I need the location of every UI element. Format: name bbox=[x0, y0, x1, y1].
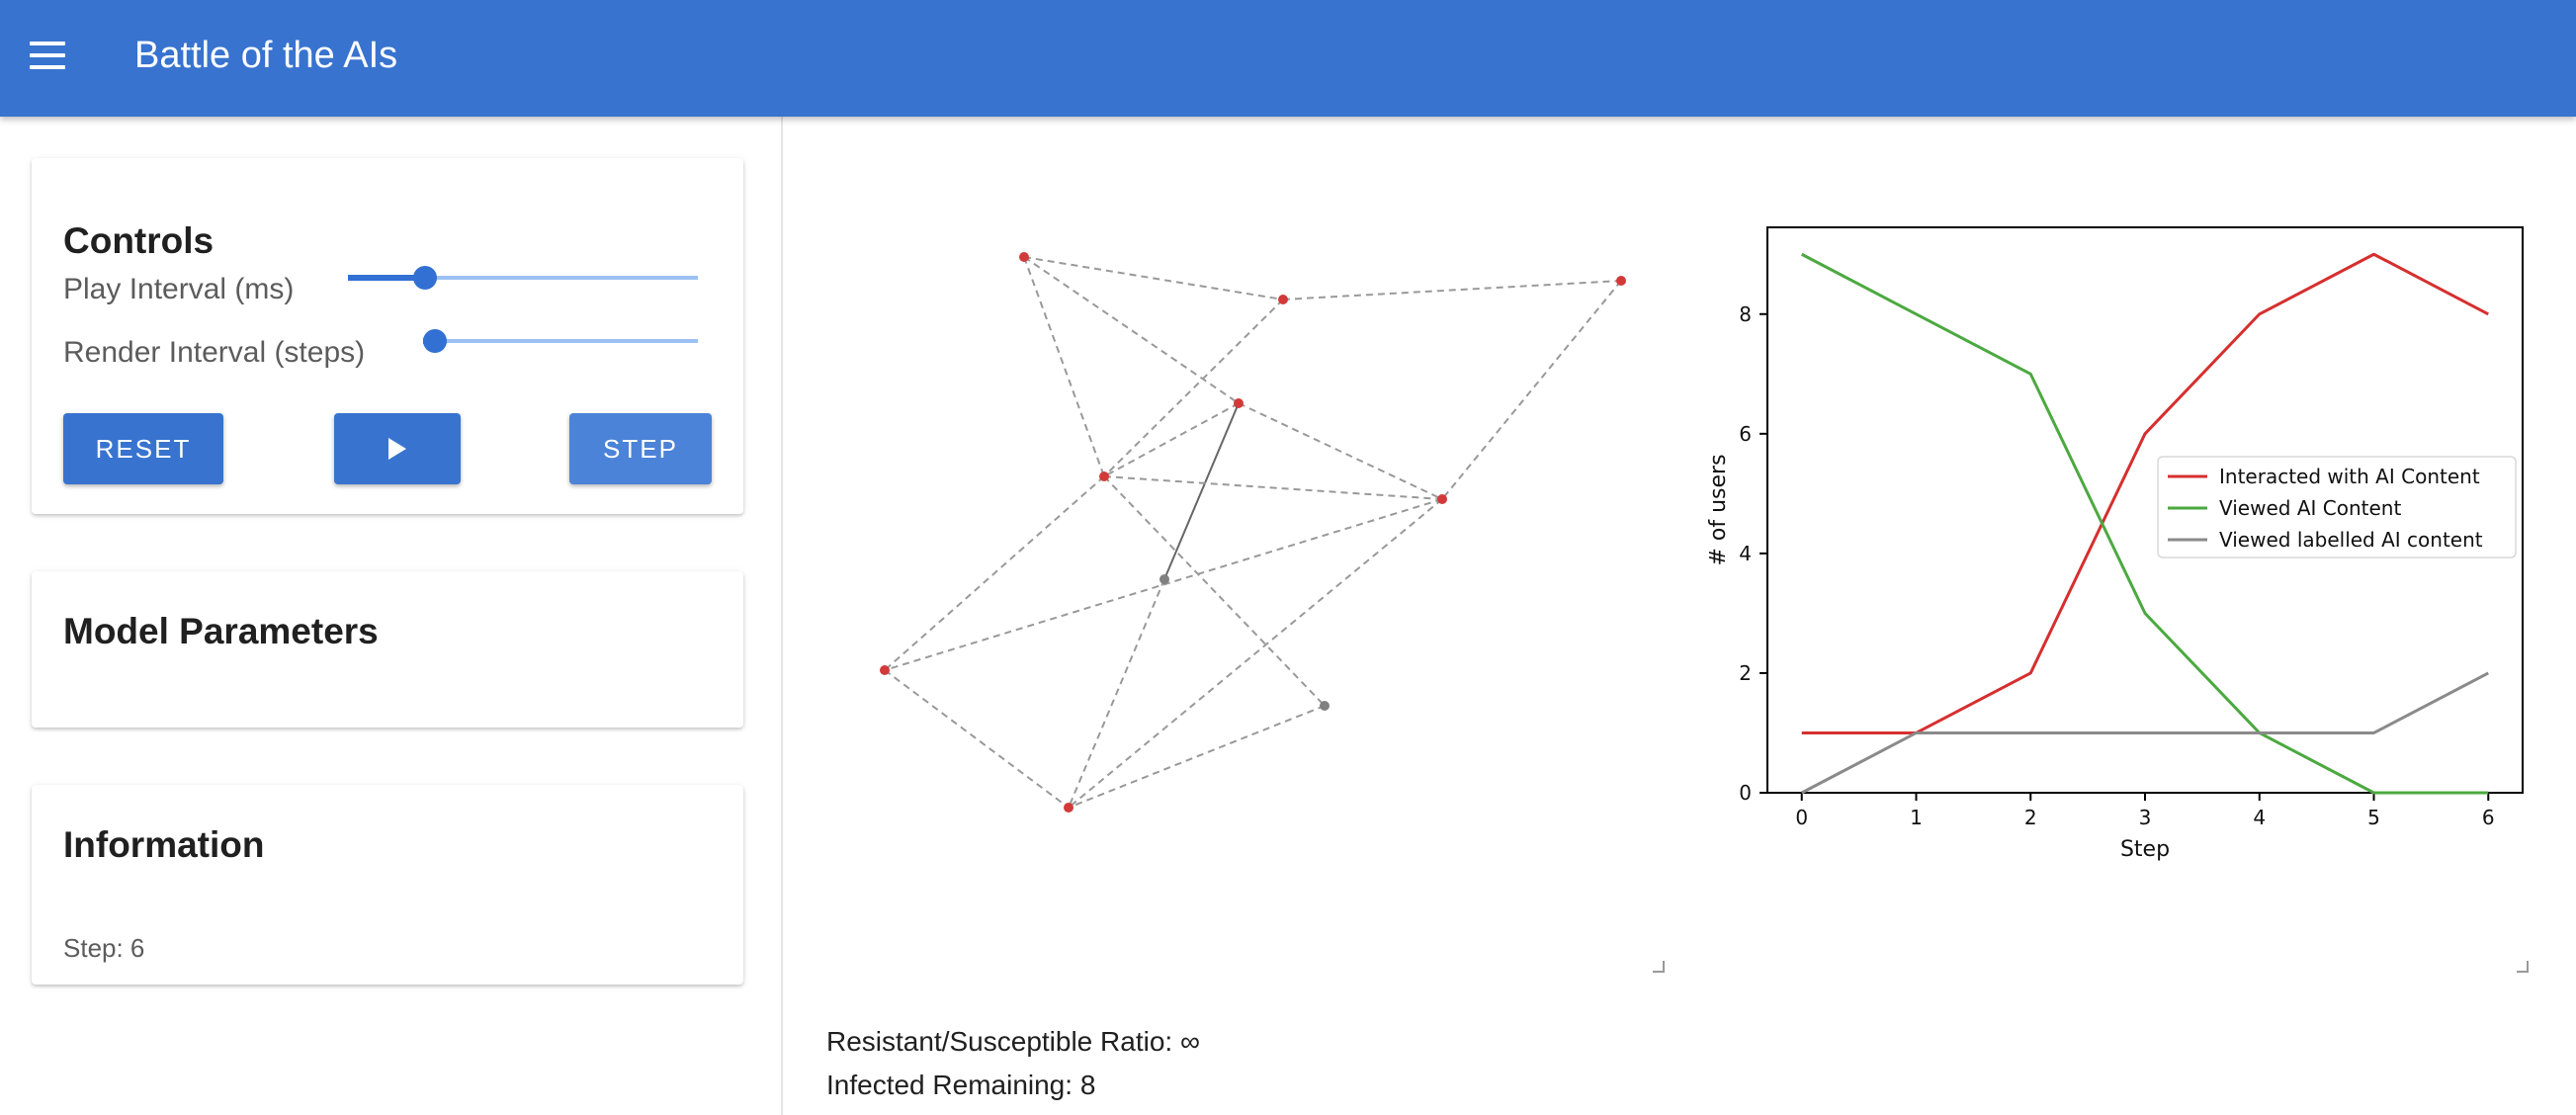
x-axis-ticks: 0 1 2 3 4 5 6 bbox=[1795, 793, 2495, 829]
graph-resize-handle[interactable] bbox=[1653, 961, 1665, 973]
resistant-susceptible-ratio: Resistant/Susceptible Ratio: ∞ bbox=[826, 1026, 1200, 1057]
network-edge bbox=[1441, 280, 1622, 500]
play-interval-label: Play Interval (ms) bbox=[63, 273, 295, 305]
controls-card: Controls Play Interval (ms) Render Inter… bbox=[32, 158, 743, 514]
play-interval-track bbox=[348, 276, 698, 280]
infected-node bbox=[1099, 472, 1109, 481]
chart-legend: Interacted with AI Content Viewed AI Cont… bbox=[2157, 456, 2517, 558]
step-button[interactable]: STEP bbox=[569, 413, 712, 484]
information-card: Information Step: 6 bbox=[32, 785, 743, 985]
sidebar: Controls Play Interval (ms) Render Inter… bbox=[0, 117, 783, 1115]
play-interval-slider[interactable] bbox=[348, 263, 698, 293]
series-line bbox=[1801, 252, 2489, 795]
line-chart: 0 2 4 6 8 0 1 2 3 4 5 6 Step # of users Interacted… bbox=[1706, 226, 2524, 862]
play-icon bbox=[388, 438, 406, 460]
information-title: Information bbox=[63, 824, 265, 865]
legend-entry: Interacted with AI Content bbox=[2219, 465, 2480, 488]
x-tick-label: 6 bbox=[2482, 806, 2495, 829]
network-edge bbox=[1023, 256, 1284, 300]
chart-series bbox=[1801, 252, 2489, 795]
y-tick-label: 0 bbox=[1739, 781, 1752, 805]
play-interval-thumb[interactable] bbox=[413, 266, 437, 290]
x-tick-label: 4 bbox=[2253, 806, 2266, 829]
network-edge bbox=[1103, 299, 1284, 477]
controls-title: Controls bbox=[63, 220, 215, 261]
x-tick-label: 3 bbox=[2139, 806, 2152, 829]
infected-node bbox=[880, 665, 890, 675]
y-tick-label: 8 bbox=[1739, 302, 1752, 326]
app-title: Battle of the AIs bbox=[134, 35, 398, 76]
network-edge bbox=[1068, 578, 1165, 809]
chart-resize-handle[interactable] bbox=[2517, 961, 2529, 973]
x-axis-label: Step bbox=[2120, 837, 2170, 862]
app-bar: Battle of the AIs bbox=[0, 0, 2576, 117]
network-edge bbox=[1238, 402, 1443, 500]
network-nodes bbox=[880, 252, 1626, 813]
legend-box bbox=[2157, 456, 2517, 558]
network-edge bbox=[1023, 256, 1240, 404]
network-edge bbox=[1068, 498, 1443, 809]
network-edge bbox=[1282, 280, 1622, 300]
render-interval-label: Render Interval (steps) bbox=[63, 336, 366, 369]
network-edges bbox=[884, 256, 1622, 809]
infected-node bbox=[1064, 803, 1073, 813]
menu-icon[interactable] bbox=[28, 40, 67, 71]
render-interval-slider[interactable] bbox=[423, 326, 698, 356]
legend-entry: Viewed labelled AI content bbox=[2219, 528, 2483, 552]
infected-node bbox=[1278, 295, 1288, 304]
network-edge bbox=[1068, 705, 1326, 809]
play-button[interactable] bbox=[334, 413, 461, 484]
network-graph bbox=[880, 252, 1626, 813]
network-edge bbox=[884, 475, 1105, 671]
y-tick-label: 4 bbox=[1739, 542, 1752, 565]
x-tick-label: 0 bbox=[1795, 806, 1808, 829]
network-edge bbox=[1103, 402, 1240, 477]
network-edge bbox=[1163, 402, 1240, 580]
network-edge bbox=[884, 498, 1443, 671]
infected-node bbox=[1234, 398, 1244, 408]
network-edge bbox=[1023, 256, 1105, 477]
x-tick-label: 1 bbox=[1910, 806, 1923, 829]
y-axis-ticks: 0 2 4 6 8 bbox=[1739, 302, 1767, 805]
node bbox=[1159, 574, 1169, 584]
render-interval-track bbox=[423, 339, 698, 343]
infected-remaining: Infected Remaining: 8 bbox=[826, 1070, 1096, 1100]
reset-button[interactable]: RESET bbox=[63, 413, 223, 484]
network-edge bbox=[1103, 475, 1443, 500]
legend-entry: Viewed AI Content bbox=[2219, 496, 2401, 520]
model-parameters-card: Model Parameters bbox=[32, 571, 743, 728]
y-tick-label: 2 bbox=[1739, 661, 1752, 685]
infected-node bbox=[1437, 494, 1447, 504]
infected-node bbox=[1019, 252, 1029, 262]
render-interval-thumb[interactable] bbox=[423, 329, 447, 353]
step-counter: Step: 6 bbox=[63, 933, 145, 963]
y-tick-label: 6 bbox=[1739, 422, 1752, 446]
x-tick-label: 5 bbox=[2367, 806, 2380, 829]
model-parameters-title: Model Parameters bbox=[63, 611, 379, 651]
network-edge bbox=[884, 669, 1070, 809]
infected-node bbox=[1616, 276, 1626, 286]
play-interval-fill bbox=[348, 275, 425, 281]
x-tick-label: 2 bbox=[2024, 806, 2037, 829]
series-line bbox=[1801, 671, 2489, 795]
network-edge bbox=[1103, 475, 1326, 707]
y-axis-label: # of users bbox=[1706, 454, 1731, 565]
node bbox=[1320, 701, 1330, 711]
